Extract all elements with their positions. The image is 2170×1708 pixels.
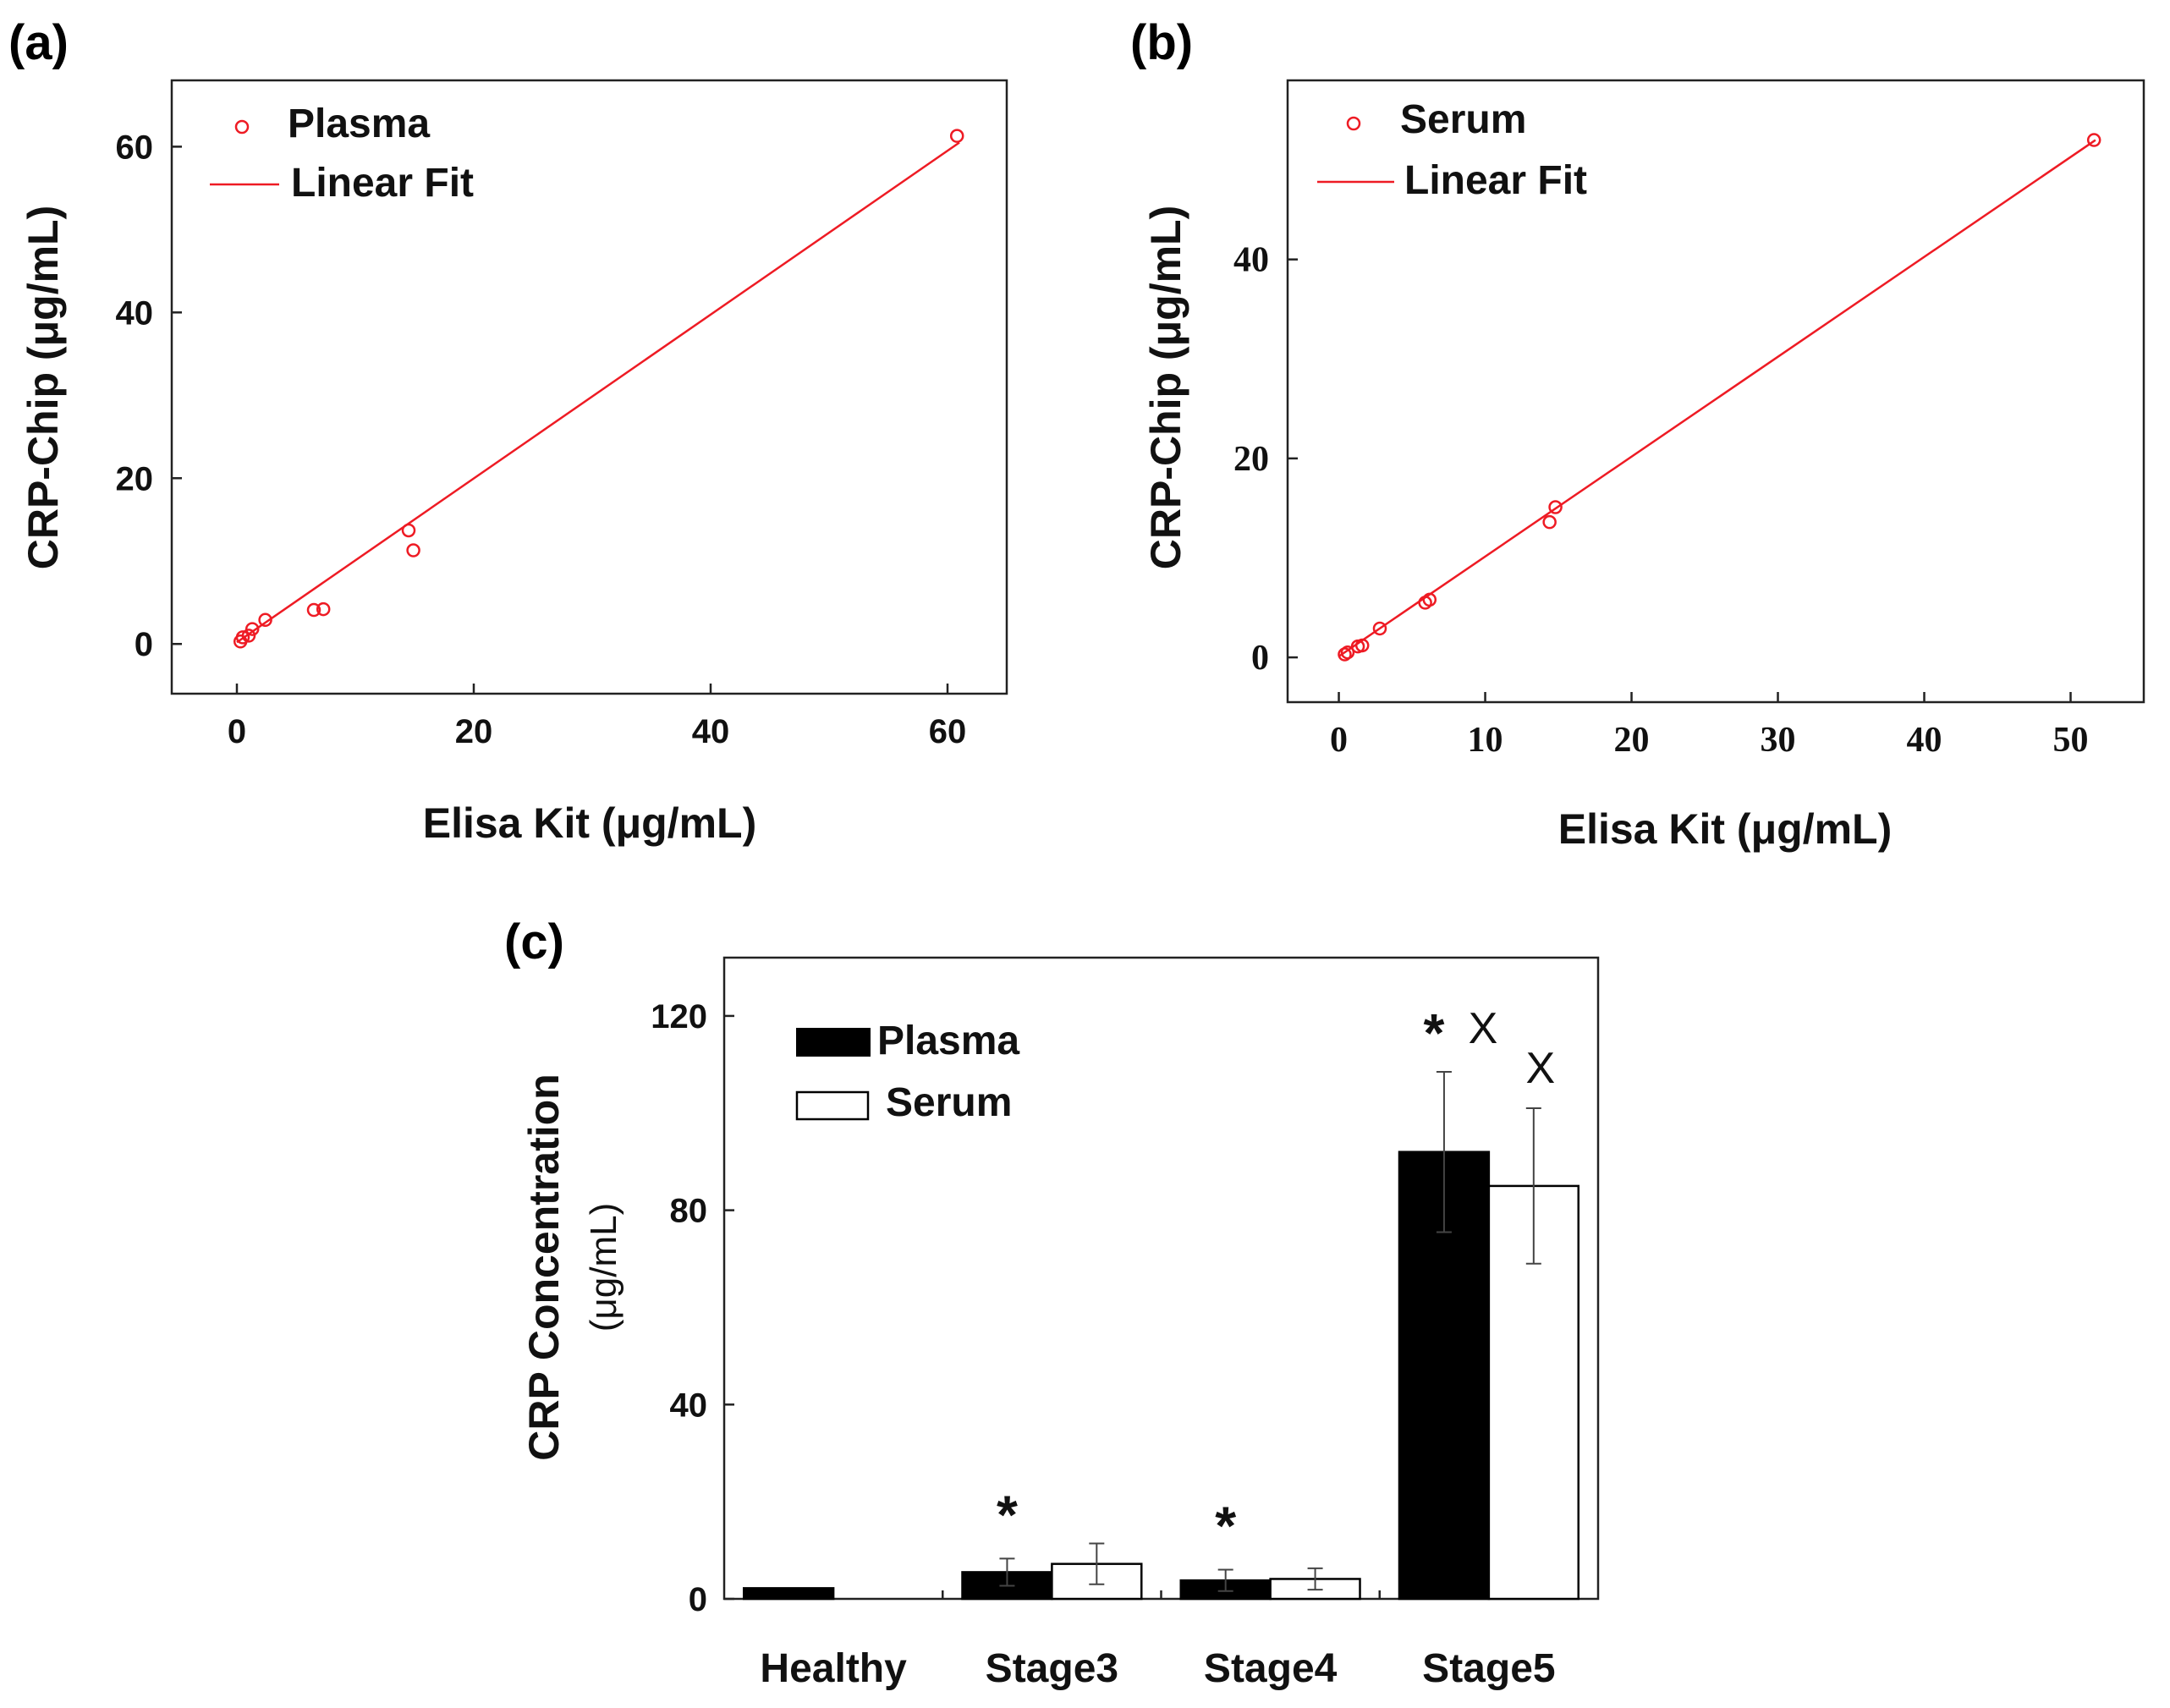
legend-swatch-serum bbox=[795, 1090, 870, 1121]
x-tick-label: 40 bbox=[1907, 721, 1942, 760]
data-point bbox=[306, 602, 321, 618]
panel-b-x-axis-title: Elisa Kit (μg/mL) bbox=[1558, 805, 1893, 853]
panel-a-legend: Plasma Linear Fit bbox=[210, 102, 474, 206]
data-point bbox=[316, 601, 331, 617]
data-point bbox=[1372, 621, 1387, 636]
y-tick-label: 40 bbox=[116, 294, 154, 332]
category-label-healthy: Healthy bbox=[760, 1646, 907, 1691]
bar-plasma-healthy bbox=[742, 1587, 835, 1601]
panel-c-bars bbox=[742, 1151, 1580, 1601]
panel-c-significance-marks: * * * XX bbox=[997, 1002, 1555, 1557]
category-label-stage4: Stage4 bbox=[1204, 1646, 1338, 1691]
panel-a-fit-line bbox=[236, 141, 960, 644]
y-tick-label: 20 bbox=[116, 460, 154, 497]
legend-label-plasma-c: Plasma bbox=[877, 1019, 1019, 1063]
significance-star: * bbox=[1423, 1002, 1444, 1063]
data-point bbox=[949, 129, 964, 143]
panel-b: (b) 0 10 20 30 40 50 0 20 40 Serum Linear Fit El… bbox=[1130, 15, 2145, 853]
panel-b-plot-frame bbox=[1286, 79, 2145, 704]
x-tick-label: 50 bbox=[2053, 721, 2089, 760]
panel-c-ticks: 0 40 80 120 bbox=[651, 998, 1381, 1618]
x-tick-label: 10 bbox=[1468, 721, 1503, 760]
y-tick-label: 20 bbox=[1233, 440, 1269, 479]
legend-label-linear-fit: Linear Fit bbox=[291, 161, 474, 206]
legend-label-serum-c: Serum bbox=[886, 1080, 1012, 1125]
panel-c: (c) 0 40 80 120 * * * XX Healthy Stage3 Stage4 St… bbox=[504, 914, 1600, 1691]
x-tick-label: 40 bbox=[692, 713, 730, 750]
panel-b-fit-line bbox=[1338, 139, 2096, 657]
y-tick-label: 0 bbox=[135, 626, 153, 663]
x-tick-label: 0 bbox=[1330, 721, 1348, 760]
category-label-stage5: Stage5 bbox=[1422, 1646, 1555, 1691]
significance-star: * bbox=[1215, 1496, 1236, 1557]
panel-a-ticks: 0 20 40 60 0 20 40 60 bbox=[116, 129, 967, 750]
legend-marker-serum bbox=[1346, 116, 1361, 131]
data-point bbox=[1542, 514, 1557, 530]
data-point bbox=[241, 629, 256, 643]
panel-b-data-points bbox=[1338, 133, 2101, 662]
x-tick-label: 20 bbox=[455, 713, 493, 750]
y-tick-label: 80 bbox=[670, 1193, 708, 1230]
panel-b-legend: Serum Linear Fit bbox=[1317, 97, 1587, 203]
panel-a-plot-frame bbox=[170, 79, 1008, 695]
y-tick-label: 120 bbox=[651, 998, 707, 1035]
panel-a-label: (a) bbox=[8, 15, 69, 70]
legend-label-linear-fit-b: Linear Fit bbox=[1404, 158, 1587, 203]
y-tick-label: 60 bbox=[116, 129, 154, 166]
y-tick-label: 40 bbox=[1233, 241, 1269, 280]
legend-label-serum: Serum bbox=[1400, 97, 1526, 142]
data-point bbox=[258, 612, 272, 628]
x-tick-label: 60 bbox=[929, 713, 967, 750]
panel-a: (a) 0 20 40 60 0 20 40 60 Plasma Linear Fit Eli… bbox=[8, 15, 1008, 847]
linear-fit-line bbox=[236, 141, 960, 644]
linear-fit-line bbox=[1338, 139, 2096, 657]
panel-c-legend: Plasma Serum bbox=[795, 1019, 1019, 1125]
legend-label-plasma: Plasma bbox=[288, 102, 430, 146]
significance-x: X bbox=[1525, 1044, 1555, 1093]
y-tick-label: 0 bbox=[689, 1581, 707, 1618]
x-tick-label: 20 bbox=[1614, 721, 1650, 760]
data-point bbox=[406, 543, 420, 557]
y-tick-label: 40 bbox=[670, 1387, 708, 1424]
panel-c-y-axis-title: CRP Concentration bbox=[520, 1074, 568, 1460]
data-point bbox=[235, 630, 250, 645]
panel-c-category-labels: Healthy Stage3 Stage4 Stage5 bbox=[760, 1646, 1555, 1691]
x-tick-label: 30 bbox=[1761, 721, 1796, 760]
significance-star: * bbox=[997, 1484, 1018, 1545]
data-point bbox=[244, 622, 260, 636]
panel-c-error-bars bbox=[999, 1070, 1541, 1592]
data-point bbox=[401, 523, 416, 538]
panel-b-label: (b) bbox=[1130, 15, 1193, 70]
y-tick-label: 0 bbox=[1251, 639, 1269, 678]
data-point bbox=[1548, 500, 1563, 514]
x-tick-label: 0 bbox=[228, 713, 246, 750]
data-point bbox=[1354, 638, 1370, 653]
panel-a-x-axis-title: Elisa Kit (μg/mL) bbox=[423, 799, 757, 847]
data-point bbox=[1422, 592, 1437, 607]
panel-b-y-axis-title: CRP-Chip (μg/mL) bbox=[1142, 206, 1189, 570]
data-point bbox=[2086, 133, 2101, 147]
category-label-stage3: Stage3 bbox=[986, 1646, 1118, 1691]
panel-c-y-axis-unit: (μg/mL) bbox=[583, 1203, 624, 1332]
legend-swatch-plasma bbox=[796, 1028, 871, 1057]
significance-x: X bbox=[1469, 1004, 1498, 1053]
panel-a-y-axis-title: CRP-Chip (μg/mL) bbox=[19, 206, 67, 570]
legend-marker-plasma bbox=[234, 119, 250, 135]
data-point bbox=[1340, 645, 1355, 660]
panel-a-data-points bbox=[233, 129, 964, 649]
panel-b-ticks: 0 10 20 30 40 50 0 20 40 bbox=[1233, 241, 2089, 760]
panel-c-label: (c) bbox=[504, 914, 564, 969]
